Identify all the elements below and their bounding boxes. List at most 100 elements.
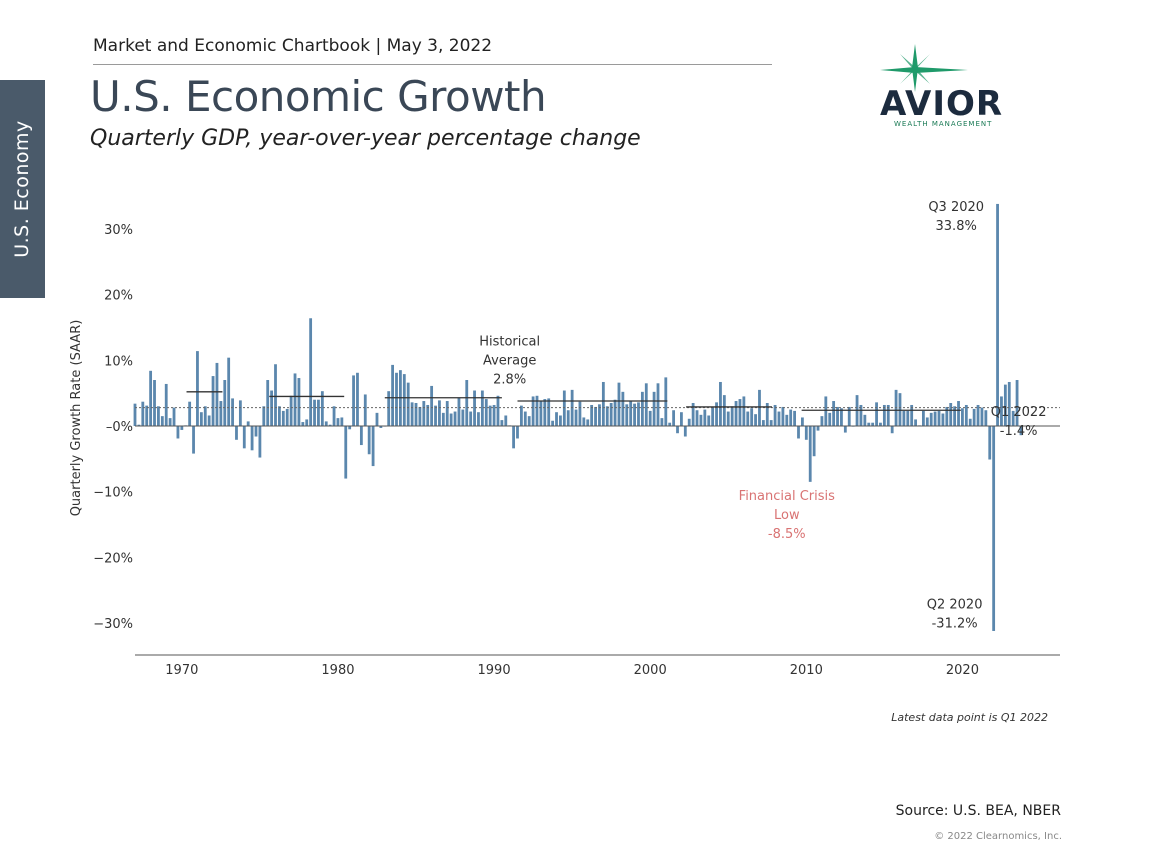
gdp-bar xyxy=(742,396,746,426)
gdp-bar xyxy=(980,407,984,426)
y-tick-label: 30% xyxy=(104,223,133,238)
annotation-financial-crisis: Financial Crisis xyxy=(739,489,835,504)
gdp-bar xyxy=(141,401,145,426)
header-rule xyxy=(93,64,772,65)
gdp-bar xyxy=(254,426,258,437)
gdp-bar xyxy=(719,381,722,426)
gdp-bar xyxy=(157,406,160,426)
gdp-bar xyxy=(531,396,535,426)
gdp-bar xyxy=(871,422,875,426)
gdp-bar xyxy=(640,391,644,426)
gdp-bar xyxy=(582,417,586,426)
gdp-bar xyxy=(328,424,332,426)
gdp-bar xyxy=(707,415,711,426)
gdp-bar xyxy=(551,420,555,426)
gdp-bar xyxy=(832,401,836,426)
gdp-bar xyxy=(750,408,754,426)
gdp-bar xyxy=(941,413,945,426)
gdp-bar xyxy=(449,413,453,426)
gdp-bar xyxy=(859,404,863,426)
gdp-bar xyxy=(145,405,149,426)
gdp-bar xyxy=(964,404,968,426)
gdp-bar xyxy=(664,377,668,426)
annotation-financial-crisis: -8.5% xyxy=(768,527,806,542)
gdp-bar xyxy=(539,401,543,426)
gdp-bar xyxy=(598,404,601,426)
gdp-bar xyxy=(215,362,219,426)
gdp-bar xyxy=(527,416,531,426)
x-tick-label: 2020 xyxy=(946,663,979,678)
gdp-bar xyxy=(820,416,824,426)
gdp-bar xyxy=(746,411,750,426)
gdp-bar xyxy=(352,375,355,426)
gdp-bar xyxy=(683,426,687,437)
x-tick-label: 1970 xyxy=(165,663,198,678)
gdp-bar xyxy=(309,318,313,426)
gdp-bar xyxy=(543,399,547,426)
gdp-bar xyxy=(1003,384,1007,426)
gdp-bar xyxy=(133,403,137,426)
x-tick-label: 1980 xyxy=(321,663,354,678)
gdp-bar xyxy=(293,373,297,426)
gdp-bar xyxy=(480,390,484,426)
gdp-bar xyxy=(937,410,941,426)
gdp-bar xyxy=(410,402,414,426)
gdp-bar xyxy=(149,370,153,426)
gdp-bar xyxy=(793,410,796,426)
gdp-bar xyxy=(367,426,371,455)
gdp-bar xyxy=(235,426,238,440)
gdp-bar xyxy=(363,394,367,426)
gdp-bar xyxy=(422,401,426,426)
gdp-bar xyxy=(512,426,515,449)
logo-word: AVIOR xyxy=(880,84,1004,124)
annotation-historical-average: Average xyxy=(483,354,536,369)
gdp-bar xyxy=(492,404,496,426)
gdp-bar xyxy=(453,411,457,426)
gdp-bar xyxy=(387,391,391,426)
gdp-bar xyxy=(137,424,141,426)
gdp-bar xyxy=(847,406,851,426)
gdp-bar xyxy=(781,406,785,426)
gdp-bar xyxy=(258,426,262,458)
gdp-bar xyxy=(332,406,336,426)
gdp-bar xyxy=(566,410,570,426)
gdp-bar xyxy=(231,398,234,426)
gdp-bar xyxy=(890,426,894,434)
gdp-bar xyxy=(648,410,652,426)
gdp-bar xyxy=(910,404,914,426)
gdp-bar xyxy=(863,414,867,426)
gdp-bar xyxy=(804,426,808,440)
gdp-bar xyxy=(691,403,695,426)
gdp-bar xyxy=(192,426,195,454)
gdp-bar xyxy=(660,418,664,426)
chart-footnote: Latest data point is Q1 2022 xyxy=(891,711,1048,724)
gdp-bar xyxy=(270,390,274,426)
gdp-bar xyxy=(438,400,441,426)
y-tick-label: 10% xyxy=(104,354,133,369)
annotation-q2-2020: -31.2% xyxy=(932,616,978,631)
gdp-bar xyxy=(972,408,976,426)
gdp-bar xyxy=(734,401,738,426)
source-note: Source: U.S. BEA, NBER xyxy=(895,803,1061,819)
gdp-bar xyxy=(726,411,730,426)
gdp-bar xyxy=(785,414,789,426)
gdp-bar xyxy=(738,399,742,426)
x-tick-label: 2000 xyxy=(634,663,667,678)
gdp-bar xyxy=(765,403,769,426)
gdp-bar xyxy=(808,426,812,482)
gdp-bar xyxy=(227,357,231,426)
gdp-bar xyxy=(488,405,492,426)
gdp-bar xyxy=(153,380,156,426)
gdp-bar xyxy=(359,426,363,446)
gdp-bar xyxy=(430,385,434,426)
gdp-bar xyxy=(246,421,250,426)
gdp-bar xyxy=(465,380,469,426)
gdp-bar xyxy=(418,406,422,426)
gdp-bar xyxy=(434,405,437,426)
y-tick-label: −20% xyxy=(93,551,133,566)
gdp-bar xyxy=(656,383,660,426)
gdp-bar xyxy=(715,402,718,426)
annotation-q3-2020: Q3 2020 xyxy=(928,200,984,215)
gdp-bar xyxy=(695,410,699,426)
